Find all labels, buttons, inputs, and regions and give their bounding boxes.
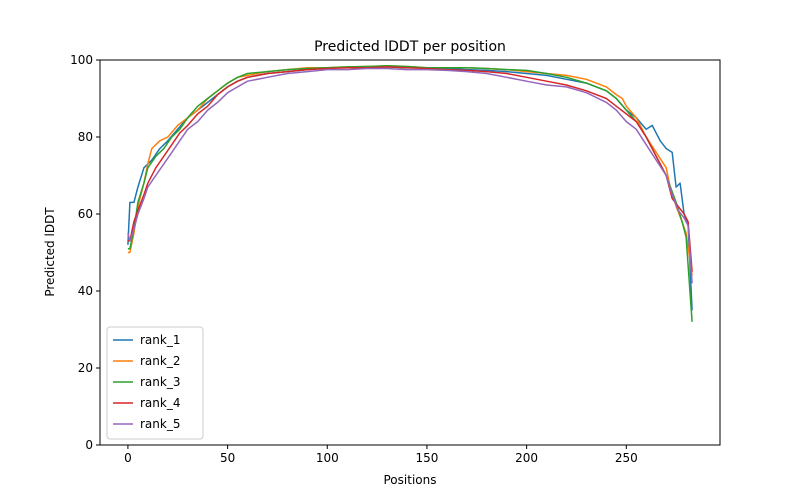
y-tick-label: 80 [78, 130, 93, 144]
y-axis: 0 20 40 60 80 100 [70, 53, 100, 452]
legend: rank_1 rank_2 rank_3 rank_4 rank_5 [106, 326, 204, 440]
y-tick-label: 60 [78, 207, 93, 221]
x-tick-label: 0 [124, 451, 132, 465]
x-axis: 0 50 100 150 200 250 [124, 445, 638, 465]
series-line-rank-5 [127, 67, 693, 284]
x-tick-label: 100 [316, 451, 339, 465]
series-line-rank-4 [127, 66, 693, 272]
y-axis-label: Predicted lDDT [43, 207, 57, 297]
axes-frame [99, 59, 721, 446]
y-tick-label: 0 [85, 438, 93, 452]
legend-label: rank_3 [140, 375, 180, 389]
x-tick-label: 50 [220, 451, 235, 465]
x-tick-label: 150 [415, 451, 438, 465]
legend-label: rank_2 [140, 354, 180, 368]
chart-title: Predicted lDDT per position [314, 39, 506, 55]
legend-label: rank_5 [140, 417, 180, 431]
x-axis-label: Positions [384, 473, 437, 487]
plot-area [127, 65, 693, 322]
y-tick-label: 100 [70, 53, 93, 67]
series-line-rank-3 [127, 65, 693, 322]
y-tick-label: 20 [78, 361, 93, 375]
legend-label: rank_1 [140, 333, 180, 347]
x-tick-label: 250 [615, 451, 638, 465]
x-tick-label: 200 [515, 451, 538, 465]
legend-box [106, 326, 204, 440]
legend-label: rank_4 [140, 396, 180, 410]
y-tick-label: 40 [78, 284, 93, 298]
